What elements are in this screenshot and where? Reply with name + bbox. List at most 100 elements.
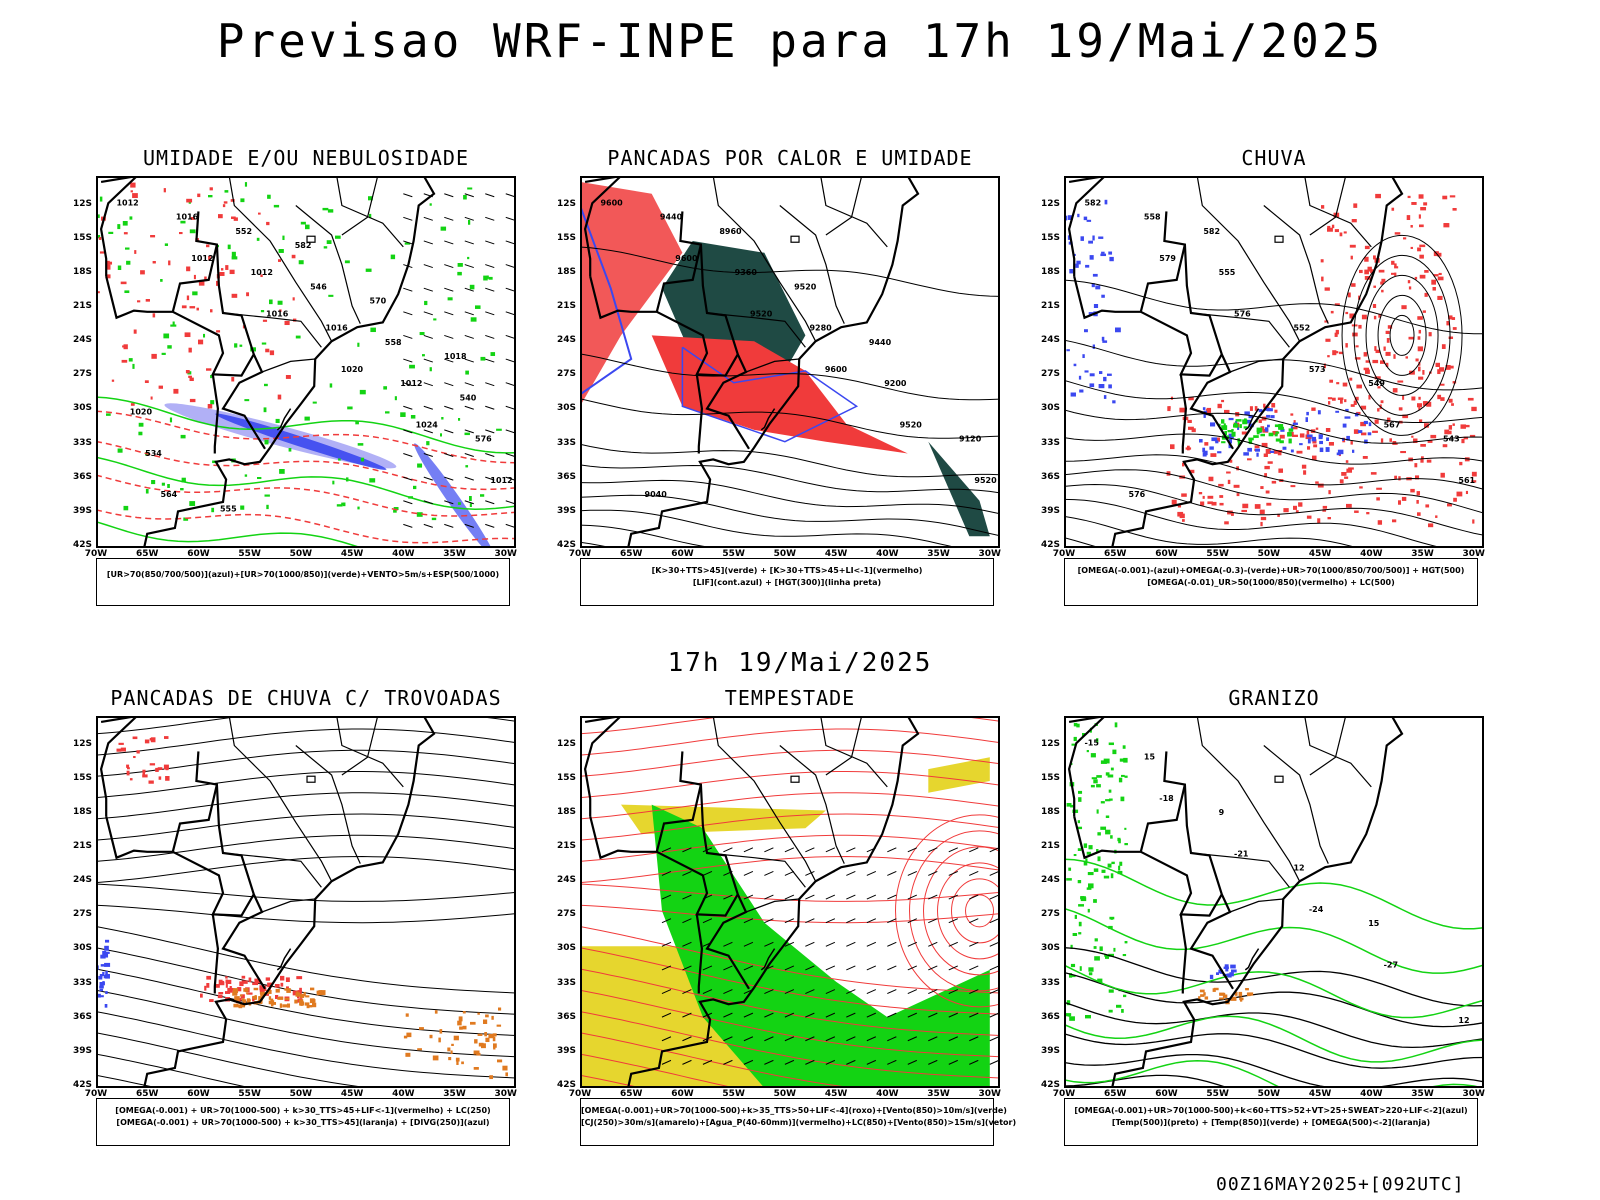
- storm-area-orange: [277, 996, 284, 1000]
- rain-area-blue: [1217, 451, 1222, 454]
- rain-area-red: [1221, 399, 1225, 403]
- temp850-line: [1064, 907, 1484, 974]
- streamline-250: [96, 771, 516, 799]
- rain-area-red: [1328, 401, 1331, 405]
- rain-area-blue: [1070, 392, 1076, 397]
- green-contour: [404, 242, 411, 245]
- red-contour: [106, 260, 110, 266]
- green-contour: [338, 458, 341, 461]
- map-granizo[interactable]: -15 -18 -21 -24 -27 12 15 9 12 15: [1064, 716, 1484, 1088]
- state-border: [222, 312, 322, 348]
- rain-area-blue: [1084, 329, 1088, 333]
- wind-vector: [887, 918, 897, 924]
- temp850-contour: [1099, 946, 1103, 951]
- green-contour: [344, 260, 350, 264]
- rain-area-red: [1442, 195, 1448, 200]
- rain-area-red: [1167, 406, 1171, 412]
- green-contour: [332, 480, 335, 485]
- rain-area-blue: [1066, 349, 1070, 352]
- red-contour: [216, 280, 219, 286]
- low-center-isoline: [1353, 254, 1451, 416]
- green-contour: [480, 356, 486, 361]
- hgt500-line: [1064, 379, 1484, 423]
- storm-area-red: [149, 763, 156, 766]
- temp850-contour: [1070, 944, 1073, 949]
- storm-area-red: [217, 994, 223, 999]
- wind-vector: [764, 894, 774, 900]
- rain-area-red: [1445, 365, 1451, 370]
- lc850-line: [580, 947, 1000, 1015]
- lat-tick-label: 27S: [1040, 909, 1060, 920]
- rain-area-red: [1420, 459, 1424, 463]
- rain-area-blue: [1269, 450, 1275, 454]
- red-contour: [218, 214, 223, 219]
- green-contour: [329, 383, 333, 388]
- omega-area: [1204, 996, 1209, 1000]
- storm-area-red: [206, 975, 212, 980]
- storm-area-orange: [477, 1033, 483, 1036]
- wind-vector: [825, 941, 836, 947]
- map-chuva[interactable]: 582 579 576 573 567 561 558 555 552 549 543 576 582: [1064, 176, 1484, 548]
- wind-vector: [764, 918, 774, 924]
- rain-area-green: [1288, 438, 1292, 444]
- wind-vector: [805, 1012, 815, 1018]
- lon-tick-label: 40W: [1360, 1089, 1383, 1099]
- wind-vector: [928, 989, 938, 994]
- wind-vector: [423, 334, 433, 339]
- green-contour: [468, 219, 471, 225]
- hgt500-line: [1064, 515, 1360, 548]
- wind-vector: [423, 311, 433, 316]
- temp850-contour: [1078, 790, 1083, 794]
- storm-area-orange: [492, 1033, 497, 1037]
- country-border: [656, 310, 739, 377]
- rain-area-red: [1241, 431, 1247, 435]
- temp850-contour: [1096, 775, 1102, 778]
- lat-tick-label: 39S: [1040, 505, 1060, 516]
- country-border: [695, 374, 704, 454]
- hgt300-line: [580, 479, 1000, 515]
- rain-area-red: [1410, 225, 1413, 228]
- hgt300-line: [580, 398, 1000, 439]
- wind-vector: [764, 1059, 774, 1065]
- temp850-contour: [1088, 883, 1094, 889]
- map-umidade[interactable]: 1012 1012 1016 1020 1024 1012 1016 1012 1016 1012…: [96, 176, 516, 548]
- map-tempestade[interactable]: [580, 716, 1000, 1088]
- wind-vector: [989, 870, 999, 876]
- wind-vector: [505, 216, 515, 221]
- state-border: [1190, 852, 1290, 888]
- green-contour: [457, 502, 461, 505]
- lon-tick-label: 70W: [568, 549, 592, 559]
- lon-tick-label: 60W: [671, 549, 694, 559]
- map-pancadas-trovoadas[interactable]: [96, 716, 516, 1088]
- green-contour: [467, 256, 470, 260]
- wind-vector: [928, 1036, 938, 1042]
- panel-chuva: CHUVA 582 579 576 573 567 561 558 555 552 549 543 5…: [1024, 146, 1494, 626]
- red-contour: [262, 319, 268, 322]
- rain-area-red: [1327, 397, 1333, 400]
- wind-vector: [423, 287, 433, 292]
- rain-area-red: [1374, 376, 1381, 380]
- storm-area-orange: [491, 1015, 494, 1020]
- wind-vector: [403, 216, 413, 221]
- rain-area-green: [1239, 424, 1242, 429]
- green-contour: [212, 460, 217, 464]
- lat-tick-label: 27S: [72, 909, 92, 920]
- wind-vector: [805, 847, 815, 853]
- rain-area-red: [1311, 407, 1316, 411]
- wind-vector: [444, 405, 454, 410]
- wind-vector: [403, 193, 413, 198]
- divergence-area: [99, 995, 104, 998]
- lat-tick-label: 12S: [1040, 198, 1060, 209]
- lon-tick-label: 65W: [1103, 1089, 1127, 1099]
- rain-area-blue: [1077, 213, 1080, 218]
- wind-vector: [702, 989, 713, 994]
- rain-area-red: [1378, 313, 1382, 318]
- map-pancadas-calor[interactable]: 9600 9600 9520 9600 9520 9520 9440 9360 9280 9200…: [580, 176, 1000, 548]
- wind-vector: [846, 847, 856, 853]
- rain-area-blue: [1256, 452, 1259, 457]
- streamline-250: [96, 1011, 516, 1079]
- temp850-contour: [1117, 870, 1123, 875]
- rain-area-red: [1400, 451, 1407, 454]
- wind-vector: [764, 870, 774, 876]
- green-contour: [167, 484, 170, 488]
